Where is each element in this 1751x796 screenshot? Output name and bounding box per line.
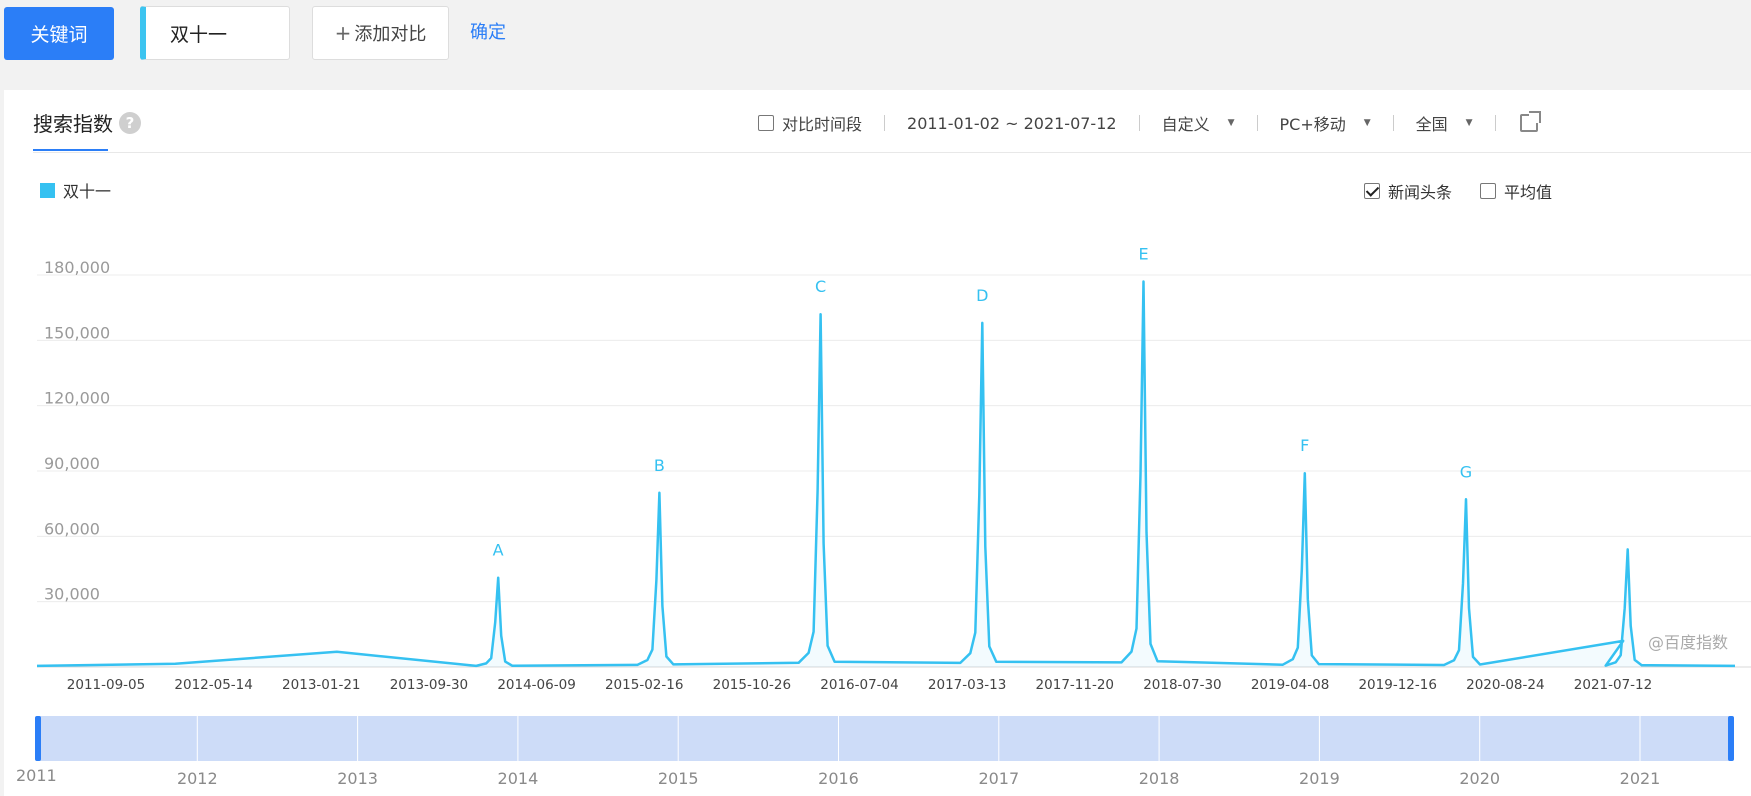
x-tick-label: 2018-07-30 [1143, 677, 1221, 693]
news-label: 新闻头条 [1388, 183, 1453, 202]
x-tick-label: 2013-09-30 [390, 677, 468, 693]
region-select[interactable]: 全国 [1415, 115, 1448, 134]
divider [33, 152, 1751, 153]
range-year-label: 2014 [498, 769, 539, 788]
date-range-picker[interactable]: 2011-01-02 ~ 2021-07-12 [907, 113, 1117, 133]
range-selection [37, 716, 1732, 761]
series-area [37, 281, 1735, 667]
news-checkbox[interactable] [1364, 183, 1380, 199]
peak-label-a: A [493, 541, 504, 560]
x-tick-label: 2015-02-16 [605, 677, 683, 693]
add-compare-button[interactable]: + 添加对比 [312, 6, 449, 60]
caret-down-icon[interactable]: ▼ [1363, 118, 1371, 128]
x-tick-label: 2021-07-12 [1574, 677, 1652, 693]
period-select[interactable]: 自定义 [1161, 115, 1210, 134]
x-tick-label: 2013-01-21 [282, 677, 360, 693]
search-index-panel: 搜索指数 ? 对比时间段 2011-01-02 ~ 2021-07-12 自定义… [4, 90, 1751, 796]
compare-period-checkbox[interactable] [758, 115, 774, 131]
watermark: @百度指数 [1648, 633, 1728, 652]
range-year-label: 2020 [1459, 769, 1500, 788]
range-handle-right[interactable] [1728, 716, 1734, 761]
compare-period-label: 对比时间段 [782, 115, 863, 134]
peak-label-b: B [654, 456, 665, 475]
legend-label: 双十一 [63, 182, 112, 201]
x-tick-label: 2020-08-24 [1466, 677, 1544, 693]
toolbar-separator [1138, 115, 1140, 131]
keyword-input[interactable]: 双十一 [140, 6, 290, 60]
x-tick-label: 2011-09-05 [67, 677, 145, 693]
device-select[interactable]: PC+移动 [1279, 115, 1346, 134]
peak-label-f: F [1300, 436, 1309, 455]
range-year-label: 2019 [1299, 769, 1340, 788]
y-tick-label: 150,000 [44, 323, 110, 342]
x-tick-label: 2019-12-16 [1358, 677, 1436, 693]
toolbar-separator [1494, 115, 1496, 131]
add-compare-label: 添加对比 [354, 24, 427, 45]
y-tick-label: 90,000 [44, 454, 100, 473]
confirm-link[interactable]: 确定 [470, 22, 506, 43]
toolbar-separator [1256, 115, 1258, 131]
average-checkbox[interactable] [1480, 183, 1497, 199]
range-year-label: 2012 [177, 769, 218, 788]
export-icon[interactable] [1519, 111, 1541, 132]
question-icon[interactable]: ? [119, 111, 141, 134]
range-year-label: 2017 [978, 769, 1019, 788]
series-line [36, 280, 1736, 668]
x-tick-label: 2019-04-08 [1251, 677, 1329, 693]
x-tick-label: 2016-07-04 [820, 677, 898, 693]
range-year-label: 2013 [337, 769, 378, 788]
peak-label-e: E [1138, 245, 1148, 264]
range-handle-left[interactable] [35, 716, 41, 761]
y-tick-label: 60,000 [44, 519, 100, 538]
panel-title-text: 搜索指数 [33, 112, 113, 136]
chart-options: 新闻头条 平均值 [1364, 179, 1552, 203]
x-tick-label: 2012-05-14 [174, 677, 252, 693]
keyword-button[interactable]: 关键词 [4, 7, 114, 60]
x-tick-label: 2014-06-09 [497, 677, 575, 693]
range-year-label: 2018 [1139, 769, 1180, 788]
top-bar: 关键词 双十一 + 添加对比 确定 [0, 0, 1751, 90]
x-tick-label: 2017-11-20 [1036, 677, 1114, 693]
range-year-label: 2015 [658, 769, 699, 788]
filter-toolbar: 对比时间段 2011-01-02 ~ 2021-07-12 自定义 ▼ PC+移… [758, 111, 1541, 134]
toolbar-separator [884, 115, 886, 131]
chart-legend[interactable]: 双十一 [40, 178, 111, 202]
y-tick-label: 120,000 [44, 389, 110, 408]
x-tick-label: 2017-03-13 [928, 677, 1006, 693]
legend-swatch [40, 182, 55, 198]
range-year-label: 2011 [16, 766, 57, 785]
active-tab-underline [33, 149, 108, 151]
caret-down-icon[interactable]: ▼ [1227, 118, 1235, 128]
panel-title: 搜索指数 ? [33, 108, 141, 137]
x-tick-label: 2015-10-26 [713, 677, 791, 693]
peak-label-g: G [1460, 462, 1472, 481]
peak-label-c: C [815, 277, 826, 296]
range-year-label: 2016 [818, 769, 859, 788]
range-year-label: 2021 [1620, 769, 1661, 788]
y-tick-label: 180,000 [44, 258, 110, 277]
plus-icon: + [334, 21, 352, 45]
toolbar-separator [1392, 115, 1394, 131]
peak-label-d: D [976, 286, 988, 305]
caret-down-icon[interactable]: ▼ [1465, 118, 1473, 128]
keyword-value: 双十一 [170, 23, 228, 46]
y-tick-label: 30,000 [44, 585, 100, 604]
average-label: 平均值 [1504, 183, 1553, 202]
